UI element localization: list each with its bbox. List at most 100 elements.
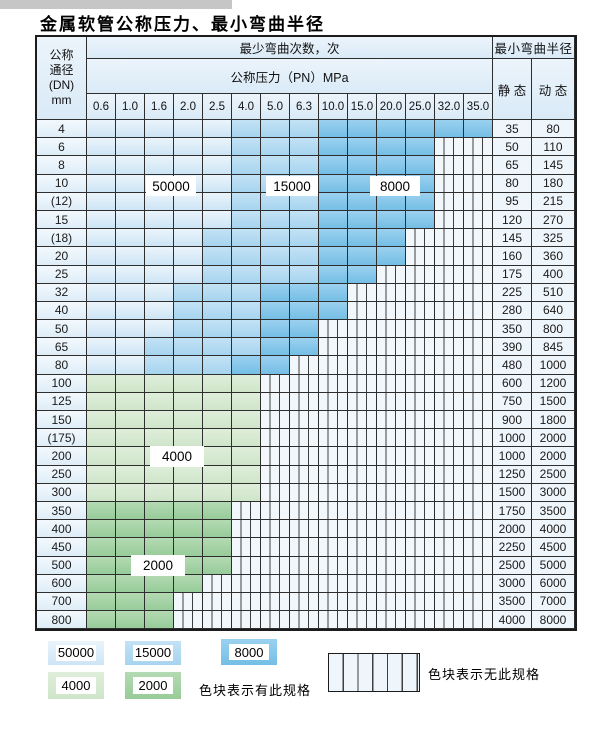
no-spec-cell (261, 429, 290, 448)
no-spec-cell (290, 520, 319, 539)
dynamic-radius-cell: 845 (532, 338, 575, 357)
no-spec-cell (377, 592, 406, 612)
no-spec-cell (435, 592, 464, 612)
spec-cell-50000 (174, 265, 203, 284)
dynamic-radius-cell: 4500 (532, 538, 575, 557)
dn-cell: 150 (37, 411, 87, 430)
dn-cell: (175) (37, 429, 87, 448)
legend-swatch-2000: 2000 (125, 672, 181, 699)
spec-cell-4000 (174, 429, 203, 448)
spec-cell-50000 (145, 265, 174, 284)
spec-cell-50000 (174, 210, 203, 230)
dynamic-radius-cell: 270 (532, 210, 575, 230)
spec-cell-8000 (348, 192, 377, 211)
spec-cell-8000 (261, 283, 290, 302)
spec-cell-50000 (116, 156, 145, 175)
spec-cell-15000 (145, 338, 174, 357)
no-spec-cell (377, 465, 406, 484)
spec-cell-4000 (232, 465, 261, 484)
spec-cell-8000 (406, 120, 435, 139)
static-radius-cell: 2000 (493, 520, 532, 539)
spec-cell-4000 (203, 465, 232, 484)
spec-cell-8000 (319, 138, 348, 157)
spec-cell-50000 (145, 192, 174, 211)
no-spec-cell (435, 483, 464, 502)
spec-cell-2000 (174, 574, 203, 593)
spec-cell-15000 (174, 301, 203, 321)
spec-cell-8000 (348, 156, 377, 175)
spec-cell-50000 (116, 338, 145, 357)
no-spec-cell (261, 611, 290, 630)
no-spec-cell (348, 520, 377, 539)
static-radius-cell: 280 (493, 301, 532, 321)
no-spec-cell (435, 229, 464, 248)
spec-cell-4000 (87, 483, 116, 502)
no-spec-cell (406, 592, 435, 612)
no-spec-cell (464, 174, 493, 193)
spec-cell-50000 (145, 156, 174, 175)
spec-table: 公称 通径 (DN) mm 最少弯曲次数，次 最小弯曲半径 公称压力（PN）MPa 静… (35, 35, 577, 632)
no-spec-cell (348, 465, 377, 484)
no-spec-cell (406, 374, 435, 393)
no-spec-cell (290, 611, 319, 630)
spec-cell-4000 (116, 429, 145, 448)
spec-cell-15000 (290, 247, 319, 266)
dn-cell: 40 (37, 301, 87, 321)
dynamic-radius-cell: 8000 (532, 611, 575, 630)
header-pressure: 公称压力（PN）MPa (87, 59, 493, 94)
spec-cell-15000 (232, 156, 261, 175)
dynamic-radius-cell: 510 (532, 283, 575, 302)
static-radius-cell: 175 (493, 265, 532, 284)
spec-cell-4000 (174, 483, 203, 502)
dynamic-radius-cell: 1000 (532, 356, 575, 375)
spec-cell-50000 (116, 247, 145, 266)
spec-cell-8000 (290, 283, 319, 302)
spec-cell-8000 (261, 320, 290, 339)
spec-cell-50000 (174, 120, 203, 139)
spec-cell-15000 (174, 283, 203, 302)
no-spec-cell (464, 574, 493, 593)
no-spec-cell (348, 338, 377, 357)
dn-cell: 8 (37, 156, 87, 175)
dn-cell: 500 (37, 556, 87, 575)
no-spec-cell (464, 156, 493, 175)
spec-cell-50000 (116, 301, 145, 321)
spec-cell-2000 (116, 592, 145, 612)
static-radius-cell: 1500 (493, 483, 532, 502)
spec-cell-50000 (174, 156, 203, 175)
no-spec-cell (348, 592, 377, 612)
dn-cell: 700 (37, 592, 87, 612)
no-spec-cell (261, 556, 290, 575)
no-spec-cell (261, 501, 290, 521)
no-spec-cell (435, 374, 464, 393)
dn-cell: 4 (37, 120, 87, 139)
no-spec-cell (319, 447, 348, 466)
spec-cell-2000 (116, 538, 145, 557)
no-spec-cell (261, 538, 290, 557)
spec-cell-50000 (116, 138, 145, 157)
no-spec-cell (435, 501, 464, 521)
spec-cell-4000 (203, 374, 232, 393)
spec-cell-15000 (261, 229, 290, 248)
legend-swatch-label: 15000 (132, 645, 174, 661)
no-spec-cell (348, 283, 377, 302)
no-spec-cell (232, 520, 261, 539)
static-radius-cell: 480 (493, 356, 532, 375)
static-radius-cell: 3500 (493, 592, 532, 612)
spec-cell-8000 (377, 138, 406, 157)
spec-cell-15000 (261, 247, 290, 266)
spec-cell-8000 (319, 283, 348, 302)
spec-cell-50000 (87, 356, 116, 375)
spec-cell-50000 (203, 138, 232, 157)
no-spec-cell (406, 574, 435, 593)
spec-cell-2000 (116, 501, 145, 521)
spec-cell-50000 (116, 265, 145, 284)
spec-cell-4000 (203, 411, 232, 430)
no-spec-cell (435, 265, 464, 284)
spec-cell-4000 (87, 447, 116, 466)
spec-cell-8000 (290, 338, 319, 357)
spec-cell-15000 (174, 320, 203, 339)
header-pressure-value: 0.6 (87, 94, 116, 120)
no-spec-cell (406, 301, 435, 321)
header-dn-line: (DN) (48, 78, 75, 92)
